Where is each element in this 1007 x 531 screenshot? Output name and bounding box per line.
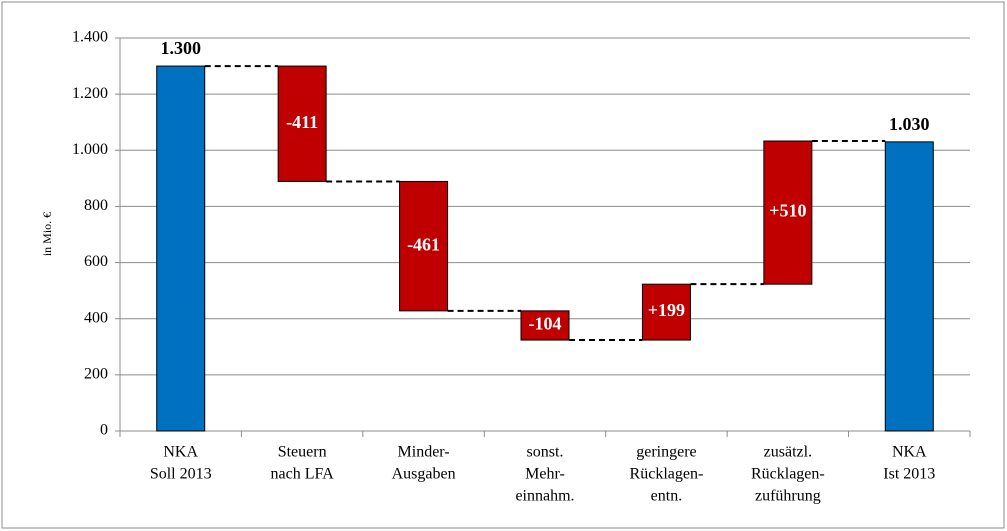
value-label: 1.300 (160, 38, 201, 58)
x-tick-label: Ausgaben (392, 466, 456, 483)
x-tick-label: Ist 2013 (883, 466, 935, 483)
x-tick-label: Rücklagen- (630, 466, 704, 483)
x-tick-label: entn. (651, 488, 683, 505)
y-tick-label: 1.200 (72, 85, 108, 102)
y-tick-label: 1.400 (72, 29, 108, 46)
value-label: +199 (648, 300, 685, 320)
x-tick-label: nach LFA (271, 466, 335, 483)
bar (763, 140, 813, 285)
bar (399, 180, 449, 312)
y-tick-label: 600 (84, 253, 108, 270)
y-tick-label: 800 (84, 197, 108, 214)
x-tick-label: zusätzl. (764, 444, 812, 461)
y-tick-label: 0 (100, 422, 108, 439)
x-tick-label: Minder- (398, 444, 450, 461)
x-tick-label: zuführung (755, 488, 821, 505)
bar (884, 141, 934, 432)
bar (277, 65, 327, 182)
y-tick-label: 1.000 (72, 141, 108, 158)
value-label: 1.030 (889, 114, 930, 134)
y-tick-label: 400 (84, 309, 108, 326)
x-tick-label: NKA (163, 444, 198, 461)
x-tick-label: Mehr- (525, 466, 565, 483)
x-tick-label: sonst. (527, 444, 564, 461)
x-tick-label: geringere (636, 444, 696, 461)
value-label: -411 (286, 112, 318, 132)
y-axis-label: in Mio. € (40, 212, 54, 256)
bar (156, 65, 206, 432)
x-tick-label: Steuern (278, 444, 327, 461)
bar (520, 310, 570, 341)
value-label: -461 (407, 234, 440, 254)
y-tick-label: 200 (84, 366, 108, 383)
value-label: +510 (769, 201, 806, 221)
x-tick-label: einnahm. (515, 488, 574, 505)
x-tick-label: Rücklagen- (751, 466, 825, 483)
value-label: -104 (529, 314, 562, 334)
bar (641, 283, 691, 341)
x-tick-label: NKA (892, 444, 927, 461)
x-tick-label: Soll 2013 (150, 466, 212, 483)
